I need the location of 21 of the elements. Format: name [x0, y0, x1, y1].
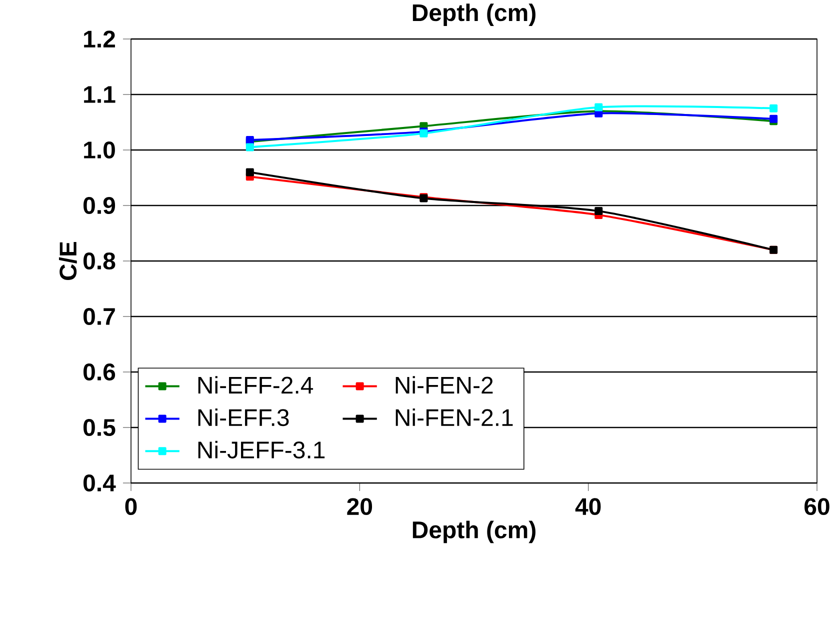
y-tick-label: 1.0	[84, 142, 115, 158]
y-tick-label: 1.2	[84, 30, 115, 48]
y-tick-label: 0.5	[84, 419, 116, 436]
chart-title: Depth (cm)	[412, 4, 536, 26]
y-tick-label: 0.8	[84, 252, 116, 270]
x-tick-label: 40	[575, 498, 601, 516]
legend-label: Ni-EFF.3	[198, 408, 289, 426]
x-axis-title: Depth (cm)	[412, 520, 536, 544]
y-tick-label: 0.7	[84, 308, 115, 325]
x-tick-label: 20	[347, 498, 372, 516]
y-tick-label: 0.6	[84, 364, 116, 380]
x-tick-label: 0	[125, 498, 137, 516]
y-tick-label: 0.4	[84, 474, 116, 492]
y-tick-label: 1.1	[84, 86, 116, 103]
y-tick-label: 0.9	[84, 197, 116, 214]
legend-label: Ni-JEFF-3.1	[198, 440, 325, 458]
y-axis-title: C/E	[58, 242, 77, 280]
legend-label: Ni-FEN-2	[396, 376, 493, 394]
legend-label: Ni-EFF-2.4	[198, 376, 314, 394]
x-tick-label: 60	[804, 498, 830, 516]
legend-label: Ni-FEN-2.1	[396, 408, 513, 426]
